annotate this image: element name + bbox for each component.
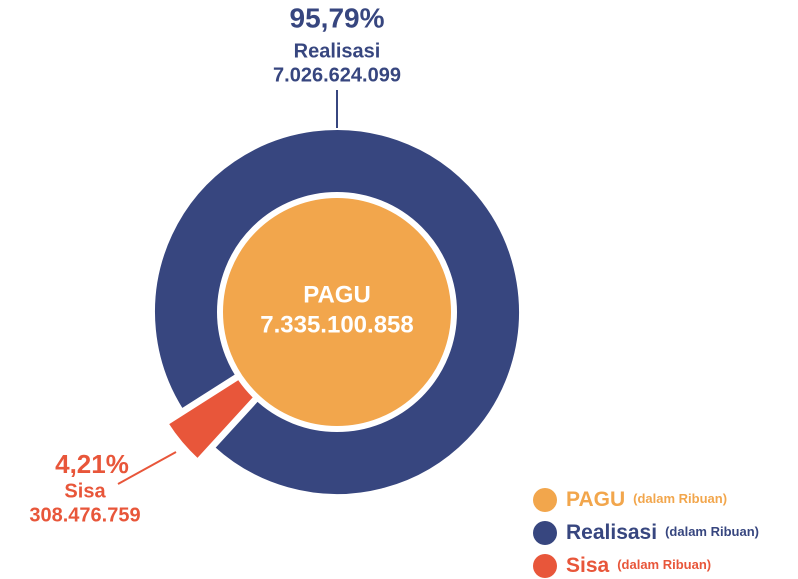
legend-entry: PAGU (dalam Ribuan) bbox=[566, 488, 727, 511]
center-label: PAGU bbox=[303, 281, 371, 308]
legend-swatch bbox=[533, 554, 557, 578]
legend-entry: Sisa (dalam Ribuan) bbox=[566, 554, 711, 577]
leader-line bbox=[117, 451, 177, 485]
center-circle bbox=[217, 192, 457, 432]
value-label: 4,21% bbox=[55, 449, 129, 479]
amount-label: 7.026.624.099 bbox=[273, 64, 401, 86]
legend-name: PAGU bbox=[566, 488, 625, 511]
legend-name: Realisasi bbox=[566, 521, 657, 544]
amount-label: 308.476.759 bbox=[29, 504, 140, 526]
legend-entry: Realisasi (dalam Ribuan) bbox=[566, 521, 759, 544]
center-amount: 7.335.100.858 bbox=[260, 311, 413, 338]
value-label: 95,79% bbox=[290, 2, 385, 33]
legend-swatch bbox=[533, 521, 557, 545]
legend-swatch bbox=[533, 488, 557, 512]
legend-note: (dalam Ribuan) bbox=[633, 491, 727, 506]
category-label: Sisa bbox=[64, 480, 106, 502]
legend-name: Sisa bbox=[566, 554, 610, 577]
category-label: Realisasi bbox=[294, 40, 381, 62]
legend-note: (dalam Ribuan) bbox=[665, 524, 759, 539]
legend-note: (dalam Ribuan) bbox=[617, 557, 711, 572]
